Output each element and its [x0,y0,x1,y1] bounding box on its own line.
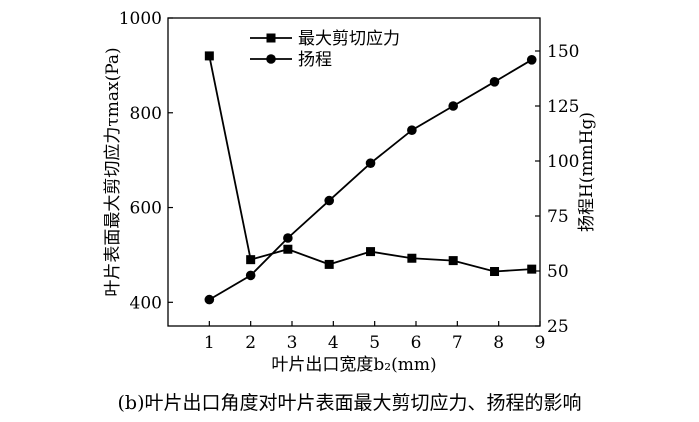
x-tick-label: 3 [287,333,298,353]
data-point [204,294,215,305]
legend-entry: 最大剪切应力 [250,29,400,49]
series-layer [204,51,537,305]
x-tick-label: 2 [245,333,256,353]
series-shear-stress [204,51,537,277]
data-point [527,264,537,274]
data-point [204,51,214,61]
plot-frame [167,17,541,327]
figure-caption: (b)叶片出口角度对叶片表面最大剪切应力、扬程的影响 [117,392,582,414]
data-point [324,195,335,206]
y-right-axis-title: 扬程H(mmHg) [577,112,597,232]
y-right-tick-label: 100 [547,152,579,172]
series-head [204,55,537,305]
x-tick-label: 5 [369,333,380,353]
legend-marker [266,33,276,43]
y-left-tick-label: 600 [130,199,162,219]
y-left-tick-label: 400 [130,293,162,313]
legend-label: 扬程 [298,50,332,70]
x-tick-label: 6 [411,333,422,353]
legend-marker [266,54,276,64]
axes: 1 2 3 4 5 6 7 8 9 400 600 800 1000 25 50 75 100 125 150 叶片出… [103,9,597,375]
x-tick-label: 7 [452,333,463,353]
y-right-tick-label: 150 [547,42,579,62]
data-point [526,55,537,65]
x-tick-label: 9 [535,333,546,353]
x-axis-title: 叶片出口宽度b₂(mm) [271,355,436,375]
x-tick-label: 4 [328,333,339,353]
data-point [283,244,293,254]
data-point [283,233,293,243]
data-point [246,255,256,265]
legend-label: 最大剪切应力 [298,29,400,49]
y-right-tick-label: 25 [547,317,569,337]
data-point [448,101,459,111]
series-line [208,59,533,301]
data-point [366,247,376,257]
y-left-tick-label: 800 [130,104,162,124]
x-tick-label: 8 [493,333,504,353]
data-point [407,125,417,135]
y-right-tick-label: 125 [547,97,579,117]
y-left-axis-title: 叶片表面最大剪切应力τmax(Pa) [103,47,123,296]
data-point [448,256,458,266]
y-right-tick-label: 75 [547,207,569,227]
data-point [324,259,334,269]
y-left-tick-label: 1000 [119,9,162,29]
data-point [489,77,500,87]
data-point [407,253,417,263]
data-point [490,267,500,277]
x-tick-label: 1 [204,333,215,353]
chart: 1 2 3 4 5 6 7 8 9 400 600 800 1000 25 50 75 100 125 150 叶片出… [103,9,597,375]
legend-entry: 扬程 [250,50,332,70]
data-point [365,158,376,168]
data-point [245,270,256,281]
y-right-tick-label: 50 [547,262,569,282]
